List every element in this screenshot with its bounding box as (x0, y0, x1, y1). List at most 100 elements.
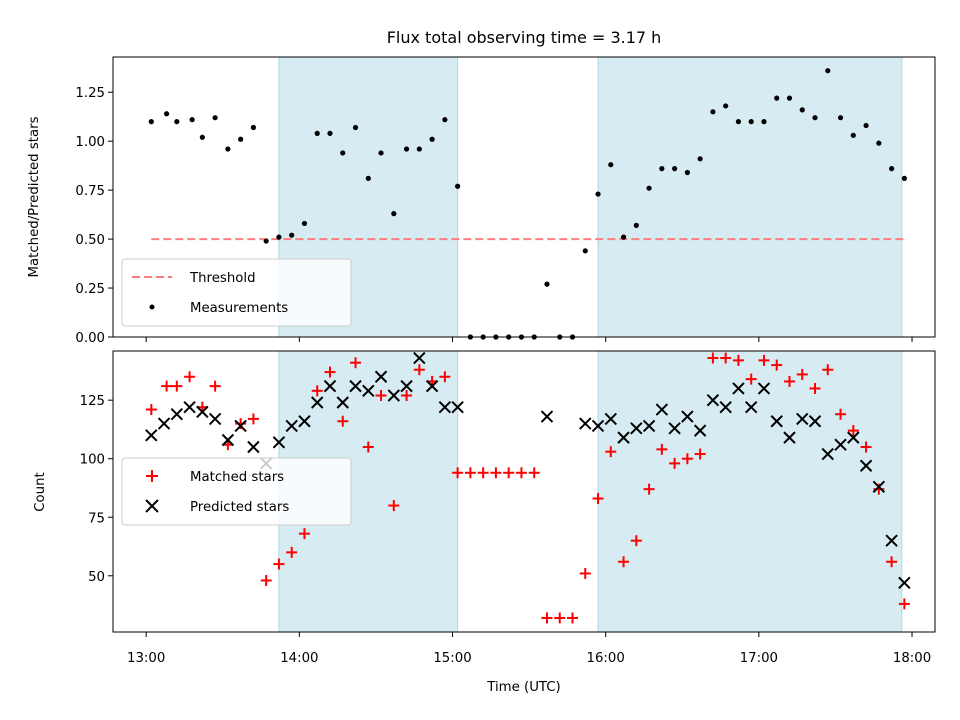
predicted-star-point (821, 447, 834, 461)
predicted-stars-series (145, 351, 911, 590)
measurement-point (837, 115, 844, 121)
measurement-point (646, 185, 652, 191)
y-tick-label: 0.50 (75, 233, 105, 248)
predicted-star-point (872, 480, 886, 494)
matched-star-point (822, 364, 834, 376)
matched-star-point (260, 574, 272, 586)
shaded-interval (597, 350, 903, 633)
matched-star-point (145, 404, 157, 416)
shaded-interval (597, 56, 903, 338)
predicted-star-point (413, 351, 426, 365)
matched-star-point (401, 389, 413, 401)
measurement-point (761, 119, 767, 125)
measurement-point (455, 183, 461, 189)
measurement-point (799, 107, 805, 113)
measurement-point (199, 134, 205, 140)
predicted-star-point (247, 440, 260, 454)
predicted-star-point (400, 379, 413, 393)
top-panel: 0.00 0.25 0.50 0.75 1.00 1.25 Matched/Predict… (27, 56, 936, 346)
x-tick-label: 16:00 (587, 651, 625, 666)
matched-star-point (694, 448, 706, 460)
predicted-star-point (744, 400, 758, 414)
predicted-star-point (783, 431, 796, 444)
matched-star-point (567, 612, 579, 624)
matched-star-point (630, 535, 642, 547)
measurement-point (850, 132, 856, 138)
matched-star-point (796, 368, 808, 380)
measurement-point (403, 146, 410, 152)
predicted-star-point (451, 400, 464, 414)
matched-star-point (720, 352, 732, 364)
predicted-star-point (617, 431, 630, 444)
measurement-point (901, 175, 907, 181)
matched-star-point (464, 467, 476, 479)
matched-star-point (171, 380, 183, 392)
predicted-star-point (681, 410, 694, 423)
measurements-legend-swatch (149, 304, 155, 310)
measurement-point (212, 115, 218, 121)
measurement-point (863, 122, 869, 129)
predicted-star-point (221, 433, 235, 447)
matched-star-point (541, 612, 553, 624)
predicted-star-point (374, 370, 388, 383)
y-tick-label: 50 (88, 570, 105, 585)
measurement-point (391, 211, 397, 217)
predicted-star-point (349, 379, 362, 393)
y-tick-label: 75 (88, 511, 105, 526)
matched-star-point (298, 528, 310, 540)
predicted-star-point (170, 408, 184, 421)
matched-star-point (413, 364, 425, 376)
measurement-point (659, 166, 665, 172)
matched-star-point (618, 556, 630, 568)
predicted-star-point (630, 422, 643, 435)
predicted-star-point (387, 389, 401, 402)
matched-star-point (758, 354, 770, 366)
bottom-legend-box (121, 457, 352, 526)
measurement-point (327, 130, 333, 136)
measurement-point (378, 150, 384, 156)
predicted-star-point (438, 400, 452, 414)
predicted-star-point (336, 396, 349, 409)
measurement-point (697, 156, 703, 162)
measurement-point (825, 68, 831, 74)
measurement-point (352, 124, 359, 131)
measurement-point (442, 117, 448, 123)
predicted-star-point (183, 400, 196, 414)
matched-star-point (452, 467, 464, 479)
predicted-star-point (196, 405, 209, 419)
measurement-point (174, 119, 180, 125)
predicted-stars-legend-label: Predicted stars (190, 500, 289, 515)
matched-star-point (643, 483, 655, 495)
predicted-star-point (642, 419, 656, 433)
y-tick-label: 0.75 (75, 184, 105, 199)
predicted-star-point (757, 382, 771, 395)
measurement-point (633, 222, 639, 228)
bottom-panel: 50 75 100 125 13:00 14:00 15:00 16:00 17:00 18:0… (33, 350, 936, 695)
matched-star-point (439, 371, 451, 383)
matched-star-point (605, 446, 617, 458)
y-tick-label: 100 (80, 453, 105, 468)
measurement-point (876, 140, 882, 146)
matched-star-point (732, 354, 744, 366)
matched-stars-legend-swatch (146, 470, 158, 482)
predicted-star-point (834, 438, 847, 451)
measurement-point (276, 234, 282, 240)
measurement-point (238, 136, 244, 142)
matched-stars-legend-label: Matched stars (190, 470, 284, 485)
matched-star-point (490, 467, 502, 479)
predicted-star-point (362, 384, 375, 398)
matched-star-point (311, 385, 323, 397)
predicted-star-point (898, 576, 911, 590)
top-x-axis-ticks (145, 337, 913, 342)
matched-star-point (898, 598, 910, 610)
measurements-legend-label: Measurements (190, 301, 288, 316)
predicted-star-point (732, 382, 745, 395)
matched-star-point (886, 556, 898, 568)
matched-star-point (209, 380, 221, 392)
predicted-star-point (796, 412, 809, 426)
measurement-point (774, 95, 780, 101)
measurement-point (148, 119, 154, 125)
matched-star-point (835, 408, 847, 420)
predicted-star-point (579, 417, 592, 430)
predicted-star-point (234, 419, 247, 433)
